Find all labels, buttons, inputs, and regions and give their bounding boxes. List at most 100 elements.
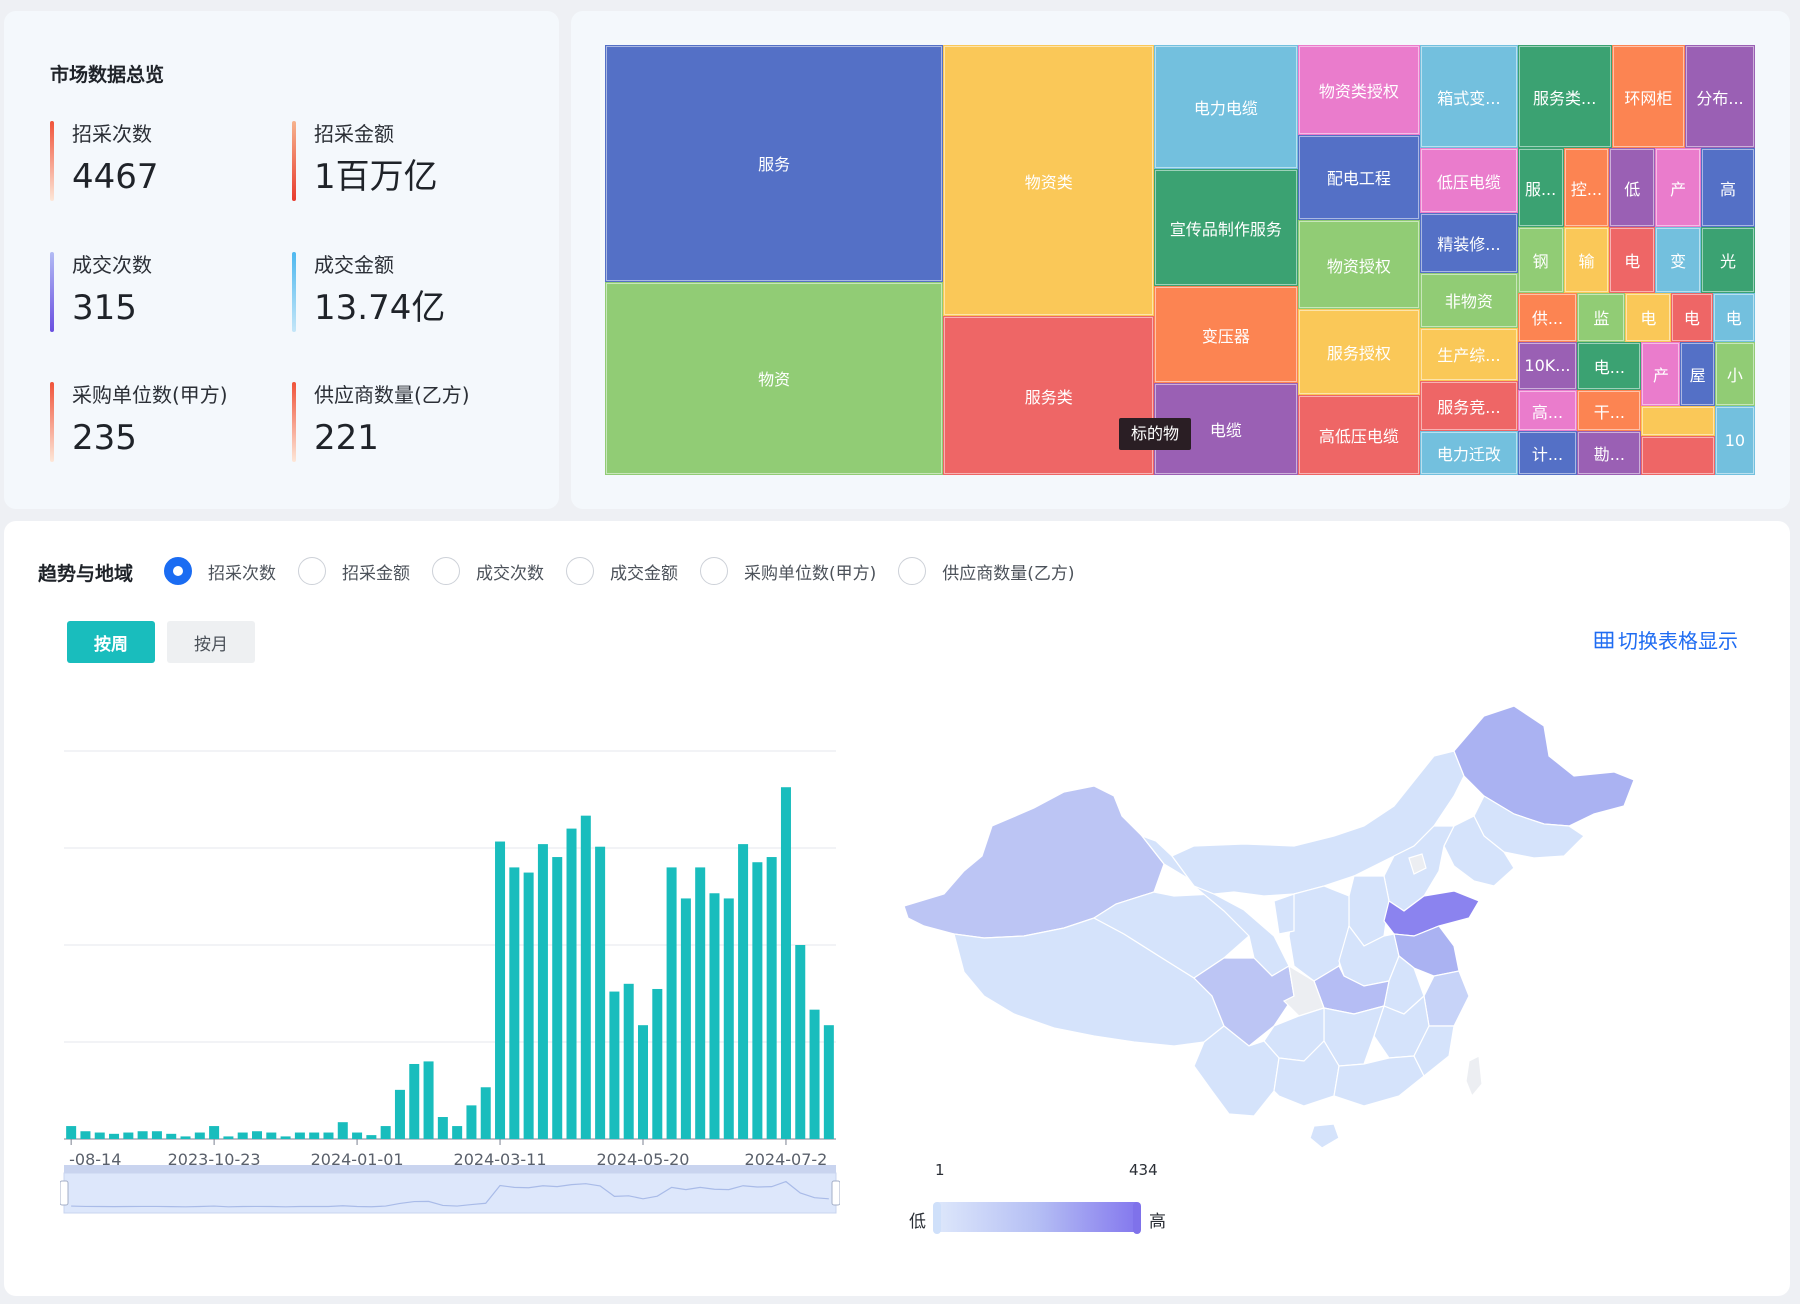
treemap-cell[interactable]: 服务授权 xyxy=(1297,309,1421,395)
bar[interactable] xyxy=(180,1136,191,1139)
treemap-cell[interactable]: 电... xyxy=(1577,341,1642,390)
bar[interactable] xyxy=(309,1132,320,1139)
metric-radio-supplier-count[interactable]: 供应商数量(乙方) xyxy=(898,557,1075,585)
treemap-cell[interactable]: 物资类授权 xyxy=(1297,45,1421,135)
treemap-cell[interactable]: 电 xyxy=(1625,293,1672,342)
treemap-cell[interactable]: 供... xyxy=(1517,293,1578,342)
bar[interactable] xyxy=(94,1132,105,1139)
treemap-cell[interactable]: 生产综... xyxy=(1420,327,1518,381)
treemap-cell[interactable]: 电力电缆 xyxy=(1154,45,1298,170)
bar[interactable] xyxy=(209,1126,220,1139)
treemap-cell[interactable]: 电力迁改 xyxy=(1420,431,1518,475)
bar[interactable] xyxy=(166,1133,177,1139)
treemap-cell[interactable]: 变 xyxy=(1655,226,1702,294)
bar[interactable] xyxy=(723,898,734,1139)
bar[interactable] xyxy=(537,844,548,1139)
bar[interactable] xyxy=(251,1131,263,1139)
radio-unchecked-icon[interactable] xyxy=(566,557,594,585)
bar[interactable] xyxy=(623,983,634,1139)
bar[interactable] xyxy=(595,846,606,1139)
bar[interactable] xyxy=(437,1117,448,1139)
data-zoom-left-handle[interactable] xyxy=(60,1180,69,1206)
bar[interactable] xyxy=(237,1132,248,1139)
treemap-cell[interactable]: 物资类 xyxy=(943,45,1155,317)
treemap-cell[interactable]: 服务竞... xyxy=(1420,380,1518,432)
radio-unchecked-icon[interactable] xyxy=(432,557,460,585)
data-zoom-bar[interactable] xyxy=(64,1165,836,1173)
treemap-cell[interactable]: 小 xyxy=(1714,341,1755,406)
treemap-cell[interactable]: 物资 xyxy=(605,281,944,475)
treemap-cell[interactable]: 服... xyxy=(1517,148,1564,227)
bar[interactable] xyxy=(680,898,691,1139)
bar[interactable] xyxy=(809,1009,820,1139)
treemap-cell[interactable]: 非物资 xyxy=(1420,272,1518,328)
bar[interactable] xyxy=(294,1132,305,1139)
bar[interactable] xyxy=(223,1136,234,1139)
treemap-cell[interactable]: 电 xyxy=(1671,293,1713,342)
legend-min-handle[interactable] xyxy=(933,1202,941,1234)
bar[interactable] xyxy=(823,1025,834,1139)
bar[interactable] xyxy=(109,1133,120,1139)
bar[interactable] xyxy=(523,872,534,1139)
treemap-cell[interactable]: 箱式变... xyxy=(1420,45,1518,149)
treemap-cell[interactable] xyxy=(1641,435,1715,475)
treemap-cell[interactable]: 高 xyxy=(1701,148,1755,227)
bar[interactable] xyxy=(323,1132,334,1139)
treemap-cell[interactable]: 产 xyxy=(1641,341,1681,406)
treemap-cell[interactable]: 10 xyxy=(1714,406,1755,475)
treemap-cell[interactable]: 计... xyxy=(1517,431,1578,475)
treemap-cell[interactable] xyxy=(1641,406,1715,436)
radio-unchecked-icon[interactable] xyxy=(898,557,927,585)
bar[interactable] xyxy=(151,1131,162,1139)
treemap-cell[interactable]: 屋 xyxy=(1680,341,1715,406)
bar[interactable] xyxy=(780,787,791,1139)
treemap-cell[interactable]: 环网柜 xyxy=(1611,45,1686,149)
bar[interactable] xyxy=(580,815,591,1139)
treemap-cell[interactable]: 10K... xyxy=(1517,341,1578,390)
bar[interactable] xyxy=(266,1132,277,1139)
metric-radio-buyer-count[interactable]: 采购单位数(甲方) xyxy=(700,557,876,585)
treemap-cell[interactable]: 输 xyxy=(1563,226,1610,294)
bar[interactable] xyxy=(366,1135,377,1139)
bar[interactable] xyxy=(695,867,706,1139)
data-zoom-right-handle[interactable] xyxy=(831,1180,840,1206)
legend-max-handle[interactable] xyxy=(1133,1202,1141,1234)
bar[interactable] xyxy=(652,988,663,1139)
treemap-cell[interactable]: 低 xyxy=(1609,148,1656,227)
treemap-cell[interactable]: 干... xyxy=(1577,389,1642,432)
treemap-cell[interactable]: 配电工程 xyxy=(1297,134,1421,220)
bar[interactable] xyxy=(452,1126,463,1139)
bar[interactable] xyxy=(66,1126,77,1139)
bar[interactable] xyxy=(280,1136,291,1139)
bar[interactable] xyxy=(738,844,749,1139)
bar[interactable] xyxy=(637,1025,649,1139)
treemap-cell[interactable]: 光 xyxy=(1701,226,1755,294)
metric-radio-deal-count[interactable]: 成交次数 xyxy=(432,557,544,585)
treemap-cell[interactable]: 宣传品制作服务 xyxy=(1154,169,1298,287)
treemap-cell[interactable]: 服务 xyxy=(605,45,944,282)
switch-table-link[interactable]: 切换表格显示 xyxy=(1594,625,1738,654)
bar[interactable] xyxy=(394,1089,405,1139)
bar[interactable] xyxy=(709,893,720,1139)
bar[interactable] xyxy=(495,841,506,1139)
bar[interactable] xyxy=(409,1063,420,1139)
by-week-button[interactable]: 按周 xyxy=(67,621,155,663)
by-month-button[interactable]: 按月 xyxy=(167,621,255,663)
metric-radio-bid-amount[interactable]: 招采金额 xyxy=(298,557,410,585)
treemap-cell[interactable]: 低压电缆 xyxy=(1420,148,1518,213)
treemap-cell[interactable]: 变压器 xyxy=(1154,286,1298,383)
bar[interactable] xyxy=(566,828,577,1139)
metric-radio-deal-amount[interactable]: 成交金额 xyxy=(566,557,678,585)
treemap-cell[interactable]: 精装修... xyxy=(1420,212,1518,273)
bar[interactable] xyxy=(194,1132,205,1139)
bar[interactable] xyxy=(466,1105,477,1139)
bar[interactable] xyxy=(480,1087,491,1139)
radio-unchecked-icon[interactable] xyxy=(700,557,728,585)
bar[interactable] xyxy=(766,857,777,1139)
bar[interactable] xyxy=(137,1131,148,1139)
bar[interactable] xyxy=(752,862,763,1139)
bar[interactable] xyxy=(552,857,563,1139)
treemap-cell[interactable]: 产 xyxy=(1655,148,1702,227)
treemap-cell[interactable]: 服务类... xyxy=(1517,45,1612,149)
bar[interactable] xyxy=(380,1126,391,1139)
